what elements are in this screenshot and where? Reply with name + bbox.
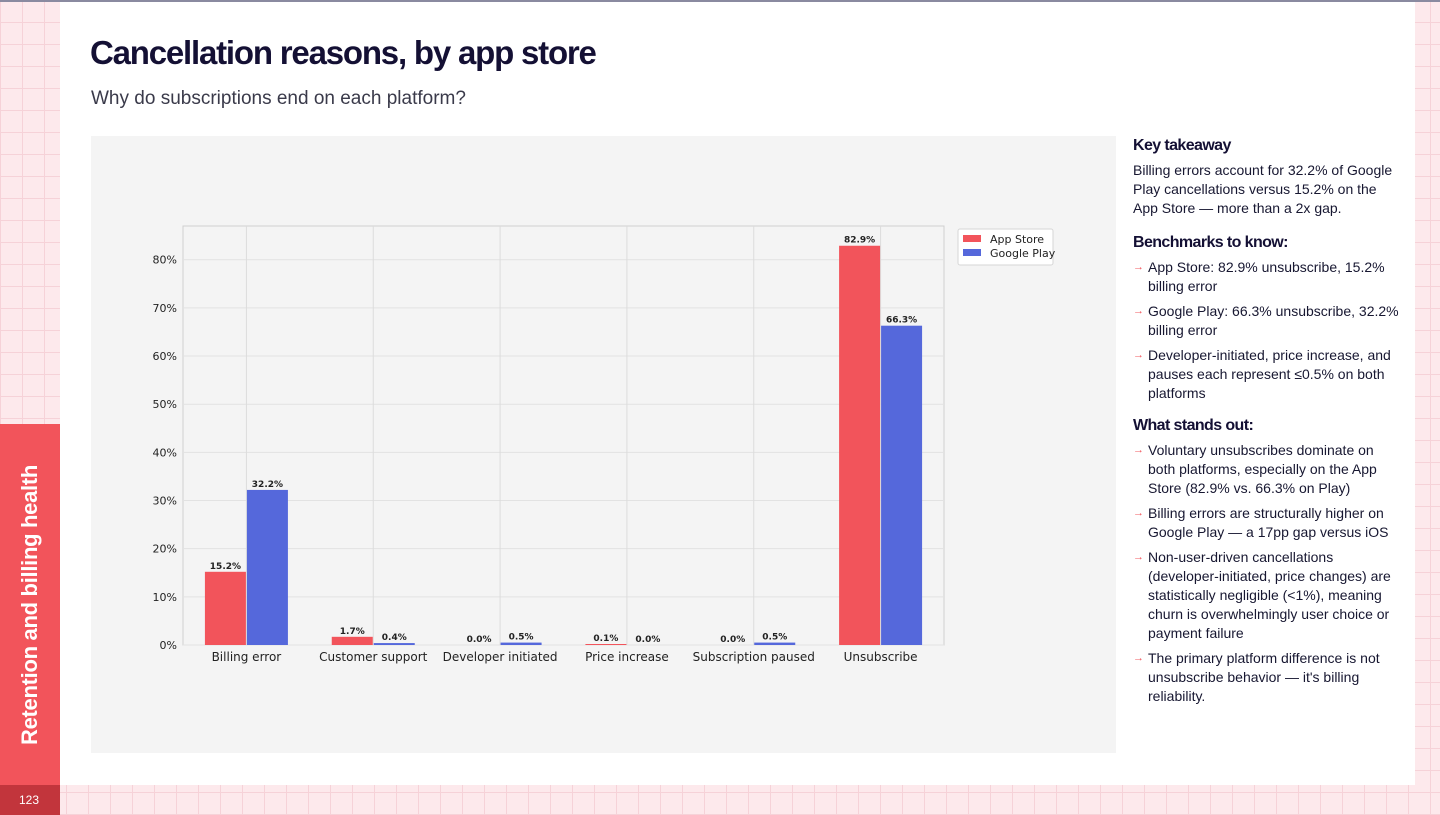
bar-value-label: 1.7%	[340, 627, 365, 637]
standouts-heading: What stands out:	[1133, 417, 1254, 434]
legend-box	[957, 228, 1054, 266]
standout-item: → Billing errors are structurally higher …	[1133, 504, 1403, 542]
standout-text: Billing errors are structurally higher o…	[1148, 505, 1389, 540]
bar-value-label: 0.1%	[593, 634, 618, 644]
bar	[839, 245, 881, 645]
bar	[331, 636, 373, 645]
y-tick-label: 60%	[153, 350, 177, 363]
section-band	[0, 424, 60, 785]
page-subtitle: Why do subscriptions end on each platfor…	[91, 88, 466, 109]
y-tick-label: 70%	[153, 302, 177, 315]
bar	[754, 642, 796, 645]
y-tick-label: 80%	[153, 254, 177, 267]
bar	[585, 644, 627, 645]
benchmark-text: App Store: 82.9% unsubscribe, 15.2% bill…	[1148, 259, 1385, 294]
key-takeaway-text: Billing errors account for 32.2% of Goog…	[1133, 162, 1393, 216]
benchmark-item: → App Store: 82.9% unsubscribe, 15.2% bil…	[1133, 258, 1403, 296]
bar	[500, 642, 542, 645]
standout-text: The primary platform difference is not u…	[1148, 650, 1380, 704]
bar-value-label: 0.0%	[720, 635, 745, 645]
x-tick-label: Customer support	[319, 650, 427, 664]
y-tick-label: 20%	[153, 543, 177, 556]
bar-value-label: 15.2%	[210, 562, 241, 572]
key-takeaway-heading: Key takeaway	[1133, 137, 1231, 154]
arrow-right-icon: →	[1133, 507, 1144, 519]
x-tick-label: Developer initiated	[443, 650, 558, 664]
bar-value-label: 66.3%	[886, 316, 917, 326]
bar-value-label: 0.4%	[382, 633, 407, 643]
arrow-right-icon: →	[1133, 551, 1144, 563]
bar	[246, 489, 288, 645]
y-tick-label: 10%	[153, 591, 177, 604]
y-tick-label: 30%	[153, 495, 177, 508]
bar	[881, 325, 923, 645]
bar	[204, 571, 246, 645]
plot-area	[182, 225, 945, 646]
bar-value-label: 32.2%	[252, 480, 283, 490]
bar-chart: 0% 10% 20% 30% 40% 50% 60% 70% 80% Billing error C…	[153, 225, 1056, 664]
x-tick-label: Billing error	[212, 650, 282, 664]
benchmark-item: → Google Play: 66.3% unsubscribe, 32.2% b…	[1133, 302, 1403, 340]
y-tick-label: 40%	[153, 446, 177, 459]
benchmark-text: Developer-initiated, price increase, and…	[1148, 347, 1391, 401]
standout-text: Non-user-driven cancellations (developer…	[1148, 549, 1391, 641]
section-label: Retention and billing health	[17, 464, 42, 746]
standout-item: → The primary platform difference is not …	[1133, 649, 1403, 706]
bar-value-label: 0.5%	[509, 633, 534, 643]
benchmark-item: → Developer-initiated, price increase, an…	[1133, 346, 1403, 403]
takeaways-panel: Key takeaway Billing errors account for …	[1133, 137, 1403, 720]
standout-item: → Non-user-driven cancellations (develope…	[1133, 548, 1403, 643]
arrow-right-icon: →	[1133, 261, 1144, 273]
arrow-right-icon: →	[1133, 652, 1144, 664]
legend-swatch	[963, 249, 981, 256]
page-number: 123	[18, 793, 40, 807]
bar-value-label: 82.9%	[844, 236, 875, 246]
standouts-list: → Voluntary unsubscribes dominate on both…	[1133, 441, 1403, 706]
arrow-right-icon: →	[1133, 305, 1144, 317]
arrow-right-icon: →	[1133, 349, 1144, 361]
y-tick-label: 0%	[160, 639, 177, 652]
legend-label: App Store	[990, 233, 1044, 246]
benchmarks-list: → App Store: 82.9% unsubscribe, 15.2% bil…	[1133, 258, 1403, 403]
benchmark-text: Google Play: 66.3% unsubscribe, 32.2% bi…	[1148, 303, 1399, 338]
x-tick-label: Price increase	[585, 650, 669, 664]
page-title: Cancellation reasons, by app store	[90, 34, 597, 71]
bar-value-label: 0.5%	[762, 633, 787, 643]
arrow-right-icon: →	[1133, 444, 1144, 456]
bar	[373, 643, 415, 645]
benchmarks-heading: Benchmarks to know:	[1133, 234, 1288, 251]
chart-panel: 0% 10% 20% 30% 40% 50% 60% 70% 80% Billing error C…	[91, 136, 1116, 753]
legend-swatch	[963, 235, 981, 242]
standout-text: Voluntary unsubscribes dominate on both …	[1148, 442, 1377, 496]
standout-item: → Voluntary unsubscribes dominate on both…	[1133, 441, 1403, 498]
bar-value-label: 0.0%	[467, 635, 492, 645]
top-border	[0, 0, 1440, 2]
bar-value-label: 0.0%	[635, 635, 660, 645]
y-tick-label: 50%	[153, 398, 177, 411]
legend-label: Google Play	[990, 247, 1056, 260]
page-number-box	[0, 785, 60, 815]
x-tick-label: Subscription paused	[693, 650, 815, 664]
x-tick-label: Unsubscribe	[844, 650, 918, 664]
